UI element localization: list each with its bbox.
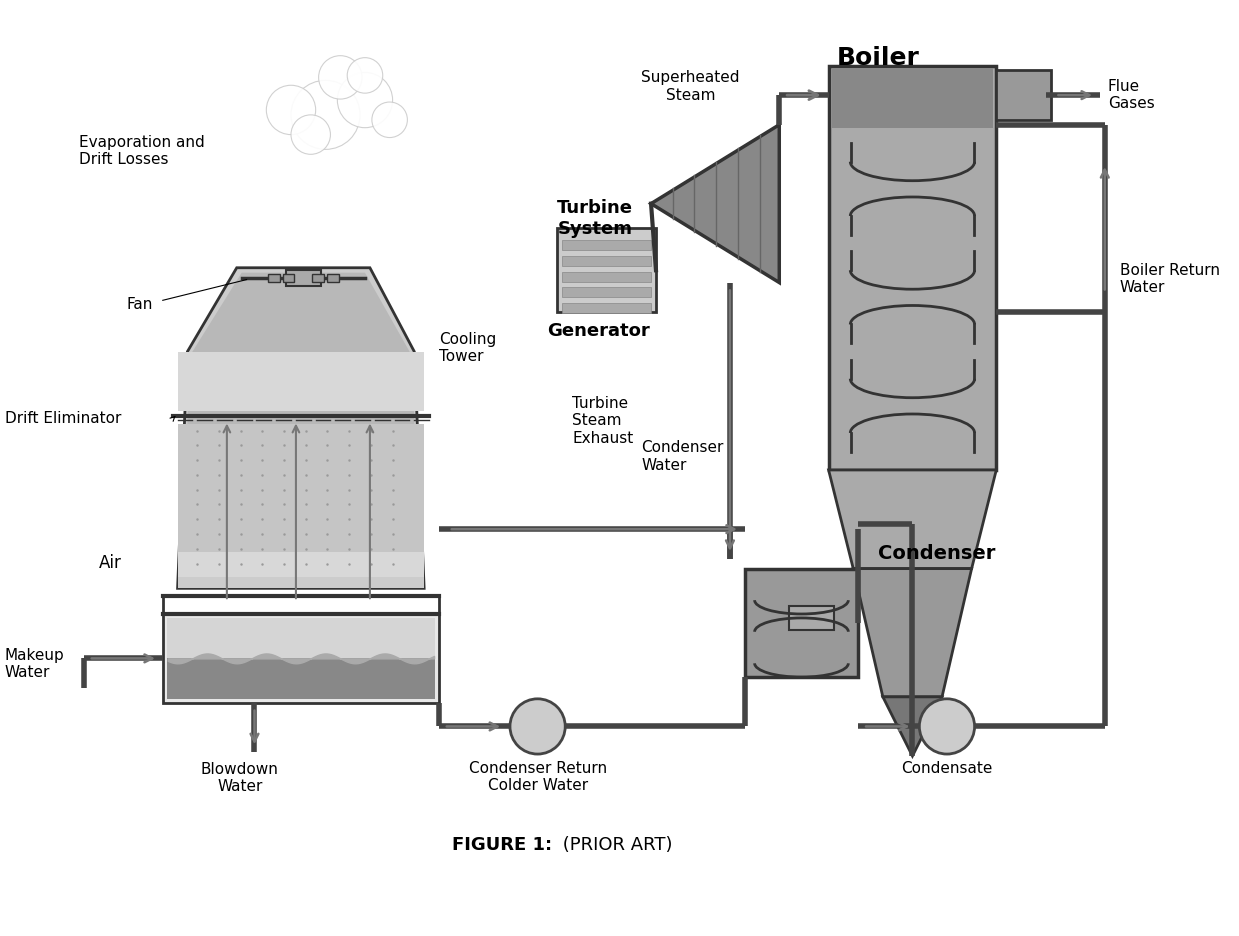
- Circle shape: [919, 699, 975, 754]
- Text: Air: Air: [99, 554, 121, 572]
- Polygon shape: [177, 268, 424, 589]
- Bar: [563, 303, 650, 314]
- Text: Generator: Generator: [548, 322, 650, 340]
- Bar: [327, 273, 338, 282]
- Circle shape: [318, 55, 362, 99]
- Circle shape: [291, 115, 331, 154]
- Bar: [268, 273, 280, 282]
- Polygon shape: [883, 696, 942, 756]
- Bar: [563, 271, 650, 282]
- Text: Makeup
Water: Makeup Water: [5, 648, 64, 680]
- Bar: [177, 577, 424, 589]
- Text: Boiler: Boiler: [836, 46, 919, 70]
- Circle shape: [291, 80, 361, 150]
- Polygon shape: [650, 124, 779, 283]
- Bar: [563, 287, 650, 298]
- Bar: [167, 658, 435, 699]
- Bar: [177, 352, 424, 411]
- Bar: [563, 256, 650, 266]
- Text: Evaporation and
Drift Losses: Evaporation and Drift Losses: [79, 135, 204, 167]
- Bar: [745, 568, 859, 677]
- Circle shape: [337, 72, 393, 127]
- Bar: [563, 241, 650, 250]
- Polygon shape: [854, 568, 971, 696]
- Text: Drift Eliminator: Drift Eliminator: [5, 411, 121, 426]
- Bar: [831, 68, 994, 127]
- Bar: [177, 424, 424, 552]
- Text: Condenser: Condenser: [878, 544, 995, 563]
- Polygon shape: [182, 272, 419, 583]
- Bar: [558, 228, 655, 312]
- Bar: [285, 270, 321, 285]
- Text: FIGURE 1:: FIGURE 1:: [452, 836, 553, 854]
- Bar: [162, 614, 439, 703]
- Bar: [829, 66, 996, 470]
- Text: Condenser
Water: Condenser Water: [641, 440, 724, 473]
- Bar: [789, 607, 834, 630]
- Circle shape: [510, 699, 565, 754]
- Bar: [282, 273, 295, 282]
- Text: Condensate: Condensate: [901, 761, 992, 776]
- Text: Turbine
System: Turbine System: [558, 198, 633, 238]
- Circle shape: [266, 85, 316, 135]
- Polygon shape: [829, 470, 996, 568]
- Text: Superheated
Steam: Superheated Steam: [642, 70, 740, 103]
- Circle shape: [372, 102, 408, 138]
- Text: Flue
Gases: Flue Gases: [1108, 79, 1155, 111]
- Text: Cooling
Tower: Cooling Tower: [439, 332, 496, 364]
- Circle shape: [347, 58, 383, 94]
- Bar: [312, 273, 325, 282]
- Bar: [996, 70, 1051, 120]
- Text: Blowdown
Water: Blowdown Water: [201, 762, 279, 795]
- Bar: [177, 552, 424, 577]
- Bar: [167, 618, 435, 658]
- Text: Boiler Return
Water: Boiler Return Water: [1120, 263, 1219, 295]
- Text: Condenser Return
Colder Water: Condenser Return Colder Water: [468, 761, 607, 794]
- Text: Turbine
Steam
Exhaust: Turbine Steam Exhaust: [572, 396, 633, 446]
- Text: Fan: Fan: [126, 298, 152, 313]
- Text: (PRIOR ART): (PRIOR ART): [558, 836, 673, 854]
